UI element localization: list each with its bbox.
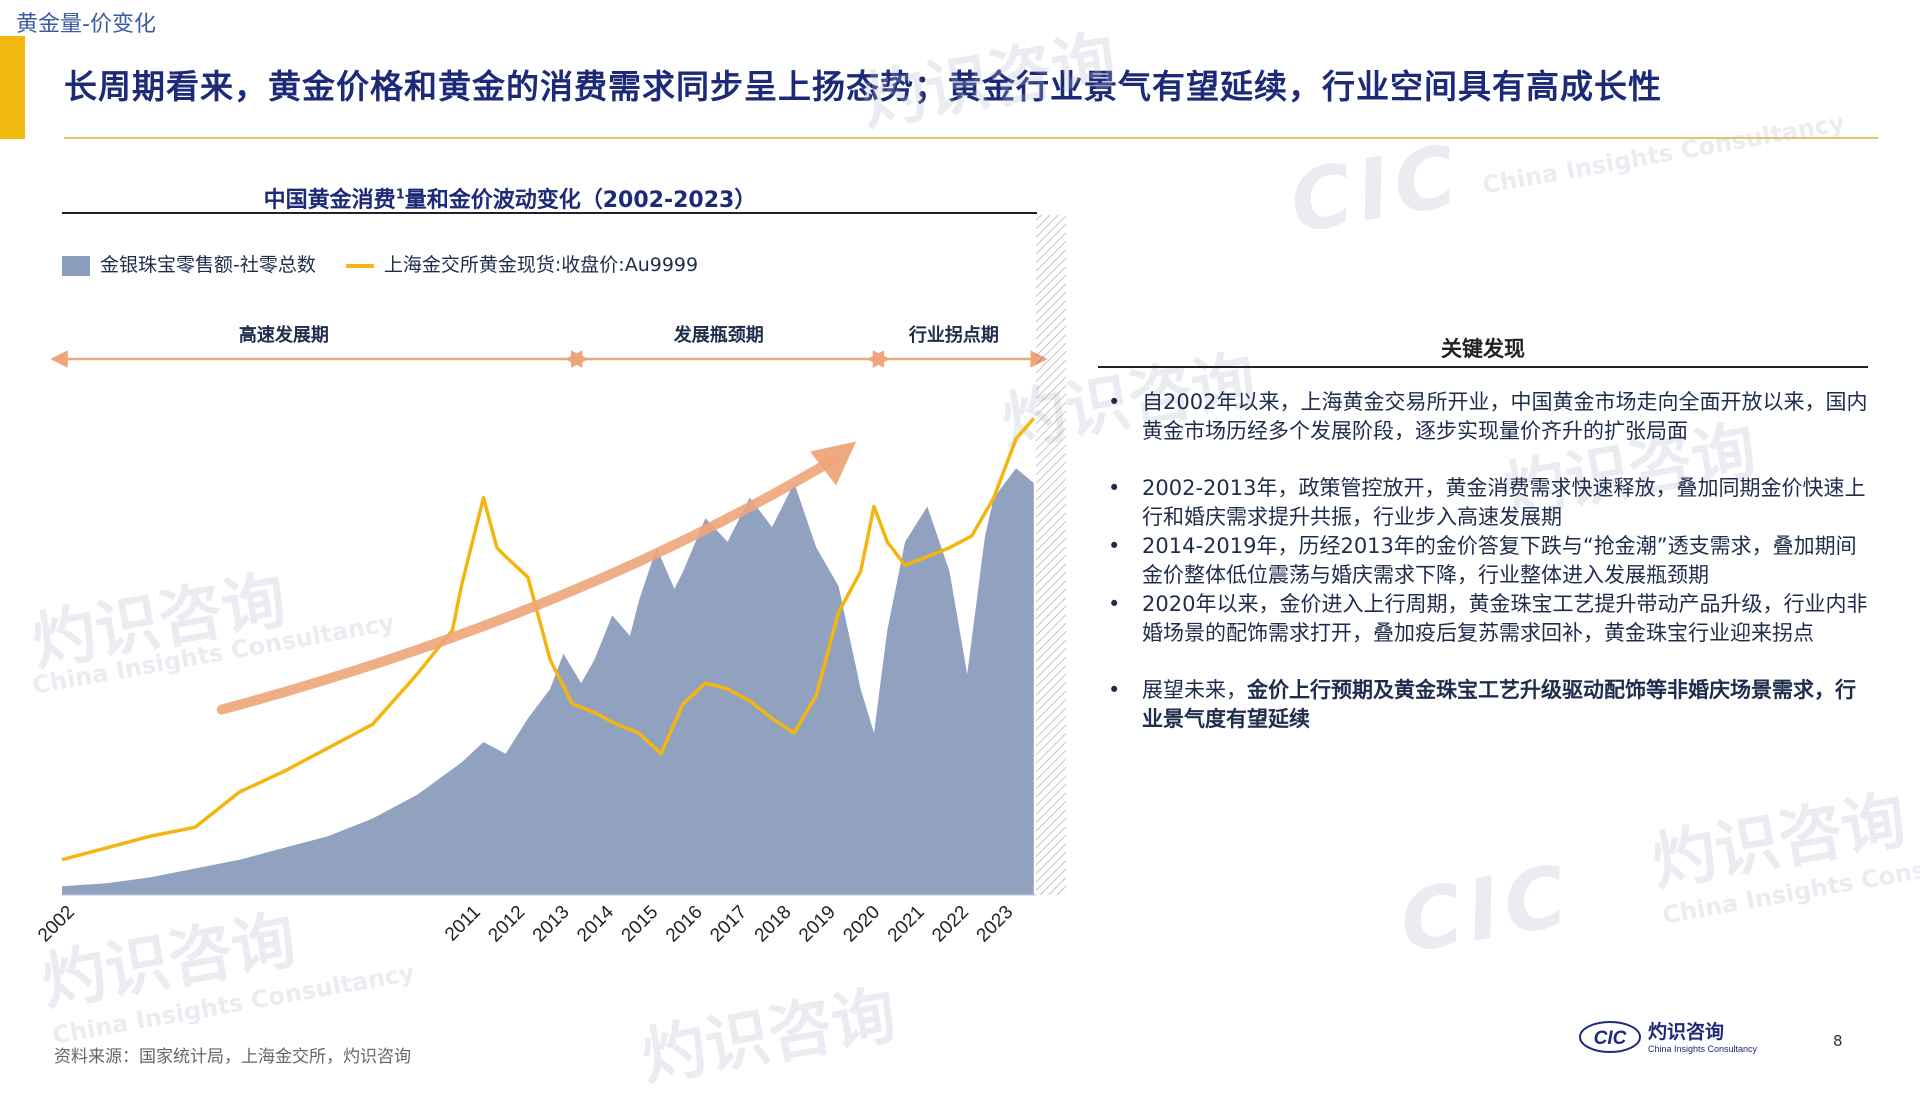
- accent-bar: [0, 36, 25, 139]
- hatched-divider: [1036, 215, 1066, 895]
- series-area-0: [62, 468, 1034, 895]
- phase-label: 发展瓶颈期: [673, 324, 764, 346]
- finding-item: 2002-2013年，政策管控放开，黄金消费需求快速释放，叠加同期金价快速上行和…: [1108, 474, 1868, 532]
- phase-label: 高速发展期: [239, 324, 329, 346]
- finding-item: 2020年以来，金价进入上行周期，黄金珠宝工艺提升带动产品升级，行业内非婚场景的…: [1108, 590, 1868, 648]
- phase-band: 高速发展期 发展瓶颈期 行业拐点期: [50, 324, 1048, 368]
- x-tick-label: 2013: [529, 902, 574, 947]
- key-findings-list: 自2002年以来，上海黄金交易所开业，中国黄金市场走向全面开放以来，国内黄金市场…: [1108, 388, 1868, 734]
- x-tick-label: 2012: [484, 902, 529, 947]
- x-tick-label: 2020: [839, 902, 884, 947]
- x-tick-label: 2021: [884, 902, 929, 947]
- finding-outlook-prefix: 展望未来，: [1142, 678, 1247, 702]
- x-tick-label: 2022: [928, 902, 973, 947]
- x-axis: 2002 2011 2012 2013 2014 2015 2016 2017 2018 2019…: [34, 901, 1017, 946]
- x-tick-label: 2014: [573, 901, 618, 946]
- legend-label-gold-price: 上海金交所黄金现货:收盘价:Au9999: [383, 254, 699, 276]
- chart-legend: 金银珠宝零售额-社零总数 上海金交所黄金现货:收盘价:Au9999: [62, 250, 722, 277]
- x-tick-label: 2018: [751, 902, 796, 947]
- x-tick-label: 2016: [662, 902, 707, 947]
- trend-arrow-head: [810, 441, 857, 486]
- company-logo: CIC 灼识咨询 China Insights Consultancy: [1579, 1020, 1758, 1054]
- x-tick-label: 2002: [34, 902, 79, 947]
- trend-arrow: [216, 441, 857, 715]
- x-tick-label: 2017: [706, 902, 751, 947]
- finding-outlook-highlight: 金价上行预期及黄金珠宝工艺升级驱动配饰等非婚庆场景需求，行业景气度有望延续: [1142, 678, 1856, 731]
- section-tag: 黄金量-价变化: [16, 12, 156, 37]
- logo-en: China Insights Consultancy: [1648, 1044, 1758, 1054]
- finding-item: 2014-2019年，历经2013年的金价答复下跌与“抢金潮”透支需求，叠加期间…: [1108, 532, 1868, 590]
- page-number: 8: [1833, 1032, 1843, 1050]
- x-tick-label: 2023: [973, 902, 1018, 947]
- page-headline: 长周期看来，黄金价格和黄金的消费需求同步呈上扬态势；黄金行业景气有望延续，行业空…: [64, 67, 1662, 106]
- legend-item-gold-price: 上海金交所黄金现货:收盘价:Au9999: [345, 250, 699, 277]
- trend-arrow-shaft: [216, 454, 840, 715]
- key-findings-title: 关键发现: [1441, 337, 1525, 361]
- legend-swatch-line: [345, 263, 374, 268]
- source-note: 资料来源：国家统计局，上海金交所，灼识咨询: [54, 1047, 411, 1067]
- logo-mark: CIC: [1594, 1028, 1627, 1049]
- finding-item: 自2002年以来，上海黄金交易所开业，中国黄金市场走向全面开放以来，国内黄金市场…: [1108, 388, 1868, 446]
- legend-swatch-area: [62, 255, 90, 276]
- headline-divider: [64, 137, 1878, 139]
- series-line-1: [61, 417, 1036, 862]
- legend-item-retail: 金银珠宝零售额-社零总数: [62, 250, 316, 277]
- key-findings-divider: [1098, 366, 1868, 368]
- phase-label: 行业拐点期: [908, 324, 999, 346]
- chart-title: 中国黄金消费1量和金价波动变化（2002-2023）: [263, 187, 757, 213]
- logo-cn: 灼识咨询: [1648, 1020, 1724, 1043]
- x-tick-label: 2011: [441, 902, 485, 946]
- chart-title-divider: [62, 212, 1037, 214]
- plot-area: [61, 417, 1036, 896]
- x-tick-label: 2019: [795, 902, 840, 947]
- finding-item-outlook: 展望未来，金价上行预期及黄金珠宝工艺升级驱动配饰等非婚庆场景需求，行业景气度有望…: [1108, 676, 1868, 734]
- legend-label-retail: 金银珠宝零售额-社零总数: [100, 254, 316, 276]
- x-tick-label: 2015: [618, 902, 663, 947]
